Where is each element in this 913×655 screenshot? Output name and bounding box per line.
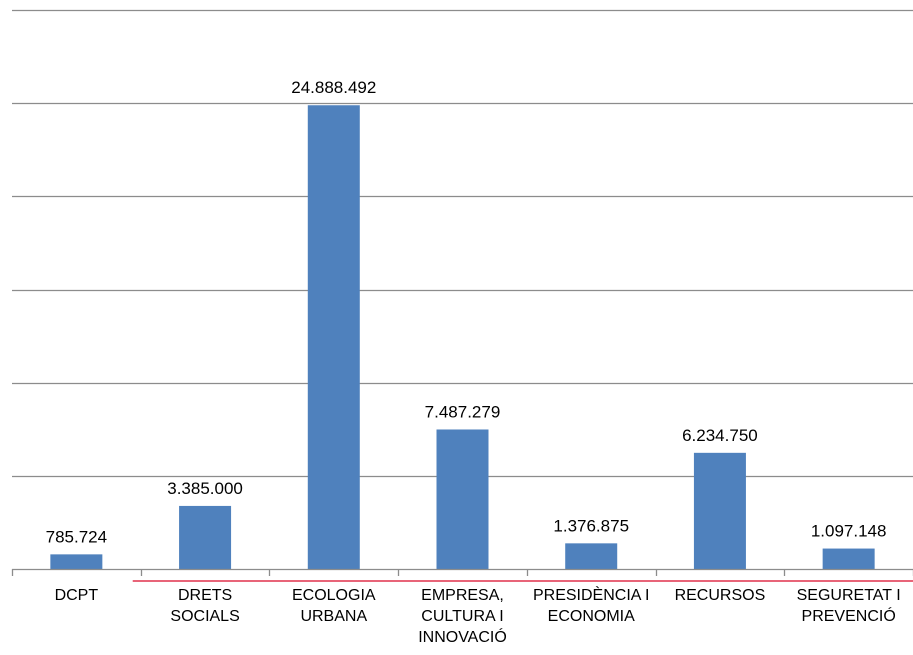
data-label: 6.234.750 <box>682 426 758 445</box>
bars <box>50 105 875 569</box>
category-label-line: RECURSOS <box>675 587 766 604</box>
category-label-line: EMPRESA, <box>421 587 504 604</box>
bar <box>693 452 746 569</box>
category-label-line: DRETS <box>178 587 232 604</box>
category-label-line: ECOLOGIA <box>292 587 376 604</box>
category-label-line: PREVENCIÓ <box>802 606 896 625</box>
category-label: SEGURETAT I PREVENCIÓ <box>797 587 901 625</box>
x-axis <box>11 568 913 582</box>
bar <box>50 554 103 569</box>
category-label-line: SEGURETAT I <box>797 587 901 604</box>
bar <box>436 429 489 569</box>
category-label: ECOLOGIA URBANA <box>292 587 376 625</box>
category-label: DRETS SOCIALS <box>170 587 239 625</box>
bar <box>565 543 618 569</box>
data-label: 7.487.279 <box>425 402 501 421</box>
category-label: EMPRESA, CULTURA I INNOVACIÓ <box>418 587 507 646</box>
category-label-line: URBANA <box>300 608 367 625</box>
data-label: 785.724 <box>46 527 107 546</box>
category-label: PRESIDÈNCIA I ECONOMIA <box>533 585 649 625</box>
category-label-line: SOCIALS <box>170 608 239 625</box>
data-label: 3.385.000 <box>167 479 243 498</box>
data-label: 1.376.875 <box>553 516 629 535</box>
data-label: 24.888.492 <box>291 78 376 97</box>
data-label: 1.097.148 <box>811 522 887 541</box>
gridlines <box>12 9 913 478</box>
category-label-line: ECONOMIA <box>548 608 635 625</box>
category-label-line: INNOVACIÓ <box>418 627 507 646</box>
bar <box>179 505 232 569</box>
category-label: RECURSOS <box>675 587 766 604</box>
category-label-line: PRESIDÈNCIA I <box>533 585 649 604</box>
data-labels: 785.724 3.385.000 24.888.492 7.487.279 1.376… <box>46 78 887 546</box>
bar <box>822 548 875 569</box>
category-labels: DCPT DRETS SOCIALS ECOLOGIA URBANA EMPRESA, CU… <box>55 585 901 646</box>
category-label: DCPT <box>55 587 99 604</box>
bar <box>307 105 360 569</box>
category-label-line: DCPT <box>55 587 99 604</box>
category-label-line: CULTURA I <box>421 608 503 625</box>
